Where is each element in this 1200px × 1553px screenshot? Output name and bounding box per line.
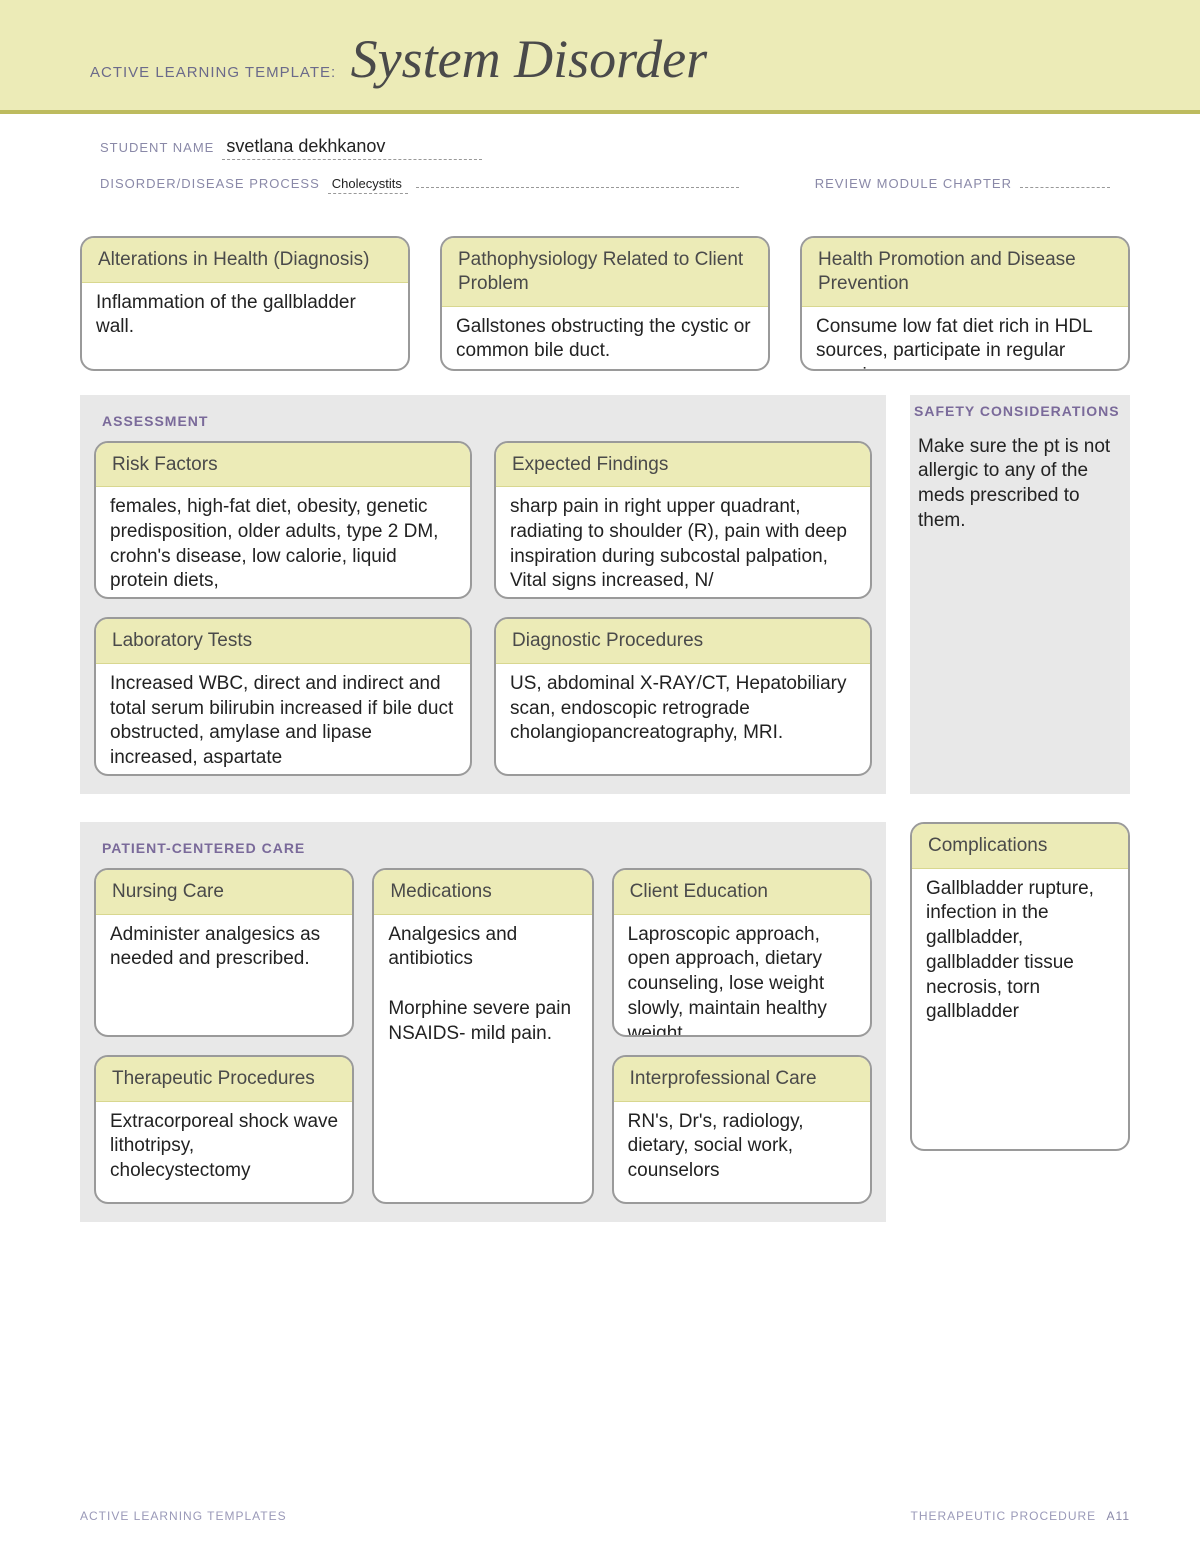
- review-line: [1020, 172, 1110, 188]
- assessment-section: ASSESSMENT Risk Factors females, high-fa…: [80, 395, 886, 795]
- complications-body: Gallbladder rupture, infection in the ga…: [912, 869, 1128, 1149]
- thera-body: Extracorporeal shock wave lithotripsy, c…: [96, 1102, 352, 1202]
- labs-box: Laboratory Tests Increased WBC, direct a…: [94, 617, 472, 776]
- safety-section: SAFETY CONSIDERATIONS Make sure the pt i…: [910, 395, 1130, 795]
- student-name-row: STUDENT NAME svetlana dekhkanov: [100, 136, 1110, 160]
- meds-box: Medications Analgesics and antibiotics M…: [372, 868, 593, 1204]
- meds-title: Medications: [374, 870, 591, 915]
- header-title: System Disorder: [351, 28, 707, 90]
- inter-body: RN's, Dr's, radiology, dietary, social w…: [614, 1102, 870, 1202]
- complications-box: Complications Gallbladder rupture, infec…: [910, 822, 1130, 1151]
- nursing-box: Nursing Care Administer analgesics as ne…: [94, 868, 354, 1037]
- page: ACTIVE LEARNING TEMPLATE: System Disorde…: [0, 0, 1200, 1553]
- alterations-body: Inflammation of the gallbladder wall.: [82, 283, 408, 345]
- header-label: ACTIVE LEARNING TEMPLATE:: [90, 64, 336, 81]
- footer-right-text: THERAPEUTIC PROCEDURE: [911, 1509, 1097, 1523]
- student-name-value: svetlana dekhkanov: [222, 136, 482, 160]
- thera-title: Therapeutic Procedures: [96, 1057, 352, 1102]
- care-row: PATIENT-CENTERED CARE Nursing Care Admin…: [80, 822, 1130, 1250]
- diag-title: Diagnostic Procedures: [496, 619, 870, 664]
- inter-title: Interprofessional Care: [614, 1057, 870, 1102]
- disorder-value: Cholecystits: [328, 176, 408, 194]
- review-label: REVIEW MODULE CHAPTER: [815, 176, 1012, 191]
- findings-box: Expected Findings sharp pain in right up…: [494, 441, 872, 600]
- footer: ACTIVE LEARNING TEMPLATES THERAPEUTIC PR…: [80, 1509, 1130, 1523]
- meta-section: STUDENT NAME svetlana dekhkanov DISORDER…: [0, 114, 1200, 236]
- labs-body: Increased WBC, direct and indirect and t…: [96, 664, 470, 774]
- care-title: PATIENT-CENTERED CARE: [102, 840, 872, 856]
- safety-title: SAFETY CONSIDERATIONS: [914, 403, 1126, 419]
- complications-col: Complications Gallbladder rupture, infec…: [910, 822, 1130, 1250]
- promo-body: Consume low fat diet rich in HDL sources…: [802, 307, 1128, 369]
- findings-title: Expected Findings: [496, 443, 870, 488]
- care-section: PATIENT-CENTERED CARE Nursing Care Admin…: [80, 822, 886, 1222]
- assessment-title: ASSESSMENT: [102, 413, 872, 429]
- complications-title: Complications: [912, 824, 1128, 869]
- risk-body: females, high-fat diet, obesity, genetic…: [96, 487, 470, 597]
- patho-body: Gallstones obstructing the cystic or com…: [442, 307, 768, 369]
- care-grid: Nursing Care Administer analgesics as ne…: [94, 868, 872, 1204]
- footer-left: ACTIVE LEARNING TEMPLATES: [80, 1509, 287, 1523]
- promo-box: Health Promotion and Disease Prevention …: [800, 236, 1130, 371]
- thera-box: Therapeutic Procedures Extracorporeal sh…: [94, 1055, 354, 1204]
- student-name-label: STUDENT NAME: [100, 140, 214, 155]
- labs-title: Laboratory Tests: [96, 619, 470, 664]
- findings-body: sharp pain in right upper quadrant, radi…: [496, 487, 870, 597]
- alterations-title: Alterations in Health (Diagnosis): [82, 238, 408, 283]
- safety-body: Make sure the pt is not allergic to any …: [914, 431, 1126, 534]
- risk-title: Risk Factors: [96, 443, 470, 488]
- disorder-label: DISORDER/DISEASE PROCESS: [100, 176, 320, 191]
- footer-right: THERAPEUTIC PROCEDURE A11: [911, 1509, 1131, 1523]
- alterations-box: Alterations in Health (Diagnosis) Inflam…: [80, 236, 410, 371]
- assessment-row: ASSESSMENT Risk Factors females, high-fa…: [80, 395, 1130, 823]
- disorder-line: [416, 172, 739, 188]
- edu-body: Laproscopic approach, open approach, die…: [614, 915, 870, 1035]
- footer-page: A11: [1107, 1509, 1130, 1523]
- top-row: Alterations in Health (Diagnosis) Inflam…: [80, 236, 1130, 371]
- disorder-row: DISORDER/DISEASE PROCESS Cholecystits RE…: [100, 172, 1110, 194]
- assessment-grid: Risk Factors females, high-fat diet, obe…: [94, 441, 872, 777]
- header-band: ACTIVE LEARNING TEMPLATE: System Disorde…: [0, 0, 1200, 114]
- promo-title: Health Promotion and Disease Prevention: [802, 238, 1128, 307]
- nursing-title: Nursing Care: [96, 870, 352, 915]
- content: Alterations in Health (Diagnosis) Inflam…: [0, 236, 1200, 1250]
- patho-box: Pathophysiology Related to Client Proble…: [440, 236, 770, 371]
- diag-box: Diagnostic Procedures US, abdominal X-RA…: [494, 617, 872, 776]
- inter-box: Interprofessional Care RN's, Dr's, radio…: [612, 1055, 872, 1204]
- edu-title: Client Education: [614, 870, 870, 915]
- patho-title: Pathophysiology Related to Client Proble…: [442, 238, 768, 307]
- meds-body: Analgesics and antibiotics Morphine seve…: [374, 915, 591, 1056]
- risk-box: Risk Factors females, high-fat diet, obe…: [94, 441, 472, 600]
- diag-body: US, abdominal X-RAY/CT, Hepatobiliary sc…: [496, 664, 870, 774]
- nursing-body: Administer analgesics as needed and pres…: [96, 915, 352, 1015]
- edu-box: Client Education Laproscopic approach, o…: [612, 868, 872, 1037]
